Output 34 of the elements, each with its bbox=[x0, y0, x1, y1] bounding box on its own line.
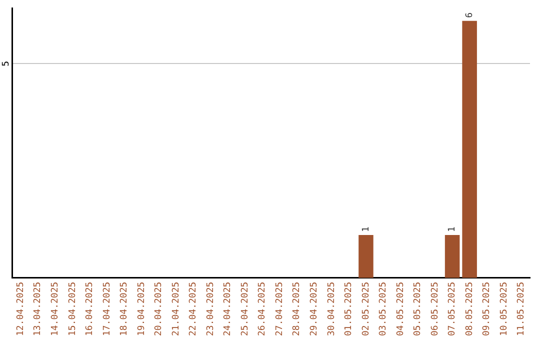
x-tick-label: 20.04.2025 bbox=[154, 282, 164, 336]
x-tick-label: 05.05.2025 bbox=[413, 282, 424, 336]
x-tick-label: 30.04.2025 bbox=[326, 282, 337, 336]
data-label: 1 bbox=[361, 226, 372, 232]
x-tick-label: 04.05.2025 bbox=[396, 282, 406, 336]
x-tick-label: 14.04.2025 bbox=[50, 282, 61, 336]
x-tick-label: 13.04.2025 bbox=[33, 282, 44, 336]
x-tick-label: 03.05.2025 bbox=[378, 282, 389, 336]
x-tick-label: 25.04.2025 bbox=[240, 282, 250, 336]
x-tick-label: 27.04.2025 bbox=[274, 282, 285, 336]
x-tick-label: 12.04.2025 bbox=[16, 282, 26, 336]
x-tick-label: 21.04.2025 bbox=[171, 282, 182, 336]
x-tick-label: 08.05.2025 bbox=[464, 282, 475, 336]
x-tick-label: 15.04.2025 bbox=[68, 282, 78, 336]
x-tick-label: 17.04.2025 bbox=[102, 282, 112, 336]
x-tick-label: 11.05.2025 bbox=[516, 282, 527, 336]
y-tick-label: 5 bbox=[1, 60, 12, 66]
data-label: 6 bbox=[464, 12, 475, 18]
x-tick-label: 26.04.2025 bbox=[258, 282, 268, 336]
x-tick-label: 02.05.2025 bbox=[361, 282, 372, 336]
x-tick-label: 29.04.2025 bbox=[310, 282, 320, 336]
x-tick-label: 10.05.2025 bbox=[499, 282, 510, 336]
x-tick-label: 09.05.2025 bbox=[482, 282, 492, 336]
x-tick-label: 23.04.2025 bbox=[206, 282, 216, 336]
x-tick-label: 28.04.2025 bbox=[292, 282, 302, 336]
x-tick-label: 22.04.2025 bbox=[188, 282, 199, 336]
x-tick-label: 24.04.2025 bbox=[223, 282, 234, 336]
data-label: 1 bbox=[448, 226, 458, 232]
x-tick-label: 19.04.2025 bbox=[136, 282, 147, 336]
x-tick-label: 18.04.2025 bbox=[120, 282, 130, 336]
x-tick-label: 16.04.2025 bbox=[85, 282, 96, 336]
x-tick-label: 01.05.2025 bbox=[344, 282, 354, 336]
x-tick-label: 07.05.2025 bbox=[448, 282, 458, 336]
x-tick-label: 06.05.2025 bbox=[430, 282, 440, 336]
